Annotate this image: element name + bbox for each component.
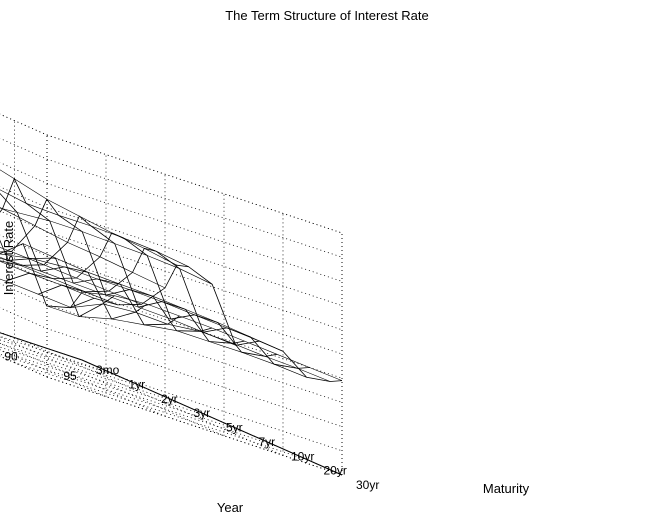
grid	[0, 113, 343, 476]
series-line-3yr	[0, 177, 180, 326]
y-axis-label: Maturity	[483, 481, 530, 496]
gridline	[46, 279, 343, 379]
mesh-crossline	[0, 278, 71, 308]
y-tick-label: 30yr	[356, 478, 379, 492]
y-tick-label: 2yr	[161, 392, 178, 406]
series-line-20yr	[37, 247, 310, 369]
gridline	[0, 283, 48, 305]
gridline	[0, 210, 48, 233]
series-line-5yr	[0, 198, 213, 332]
gridline	[0, 162, 48, 184]
y-tick-label: 5yr	[226, 421, 243, 435]
mesh-crossline	[0, 247, 142, 305]
mesh-crossline	[0, 257, 236, 346]
series-line-3mo	[0, 243, 83, 309]
y-tick-label: 7yr	[259, 435, 276, 449]
mesh-crossline	[46, 305, 307, 378]
mesh-crossline	[0, 253, 260, 342]
x-axis-line	[0, 332, 83, 361]
series-line-10yr	[5, 232, 278, 357]
series-line-1yr	[0, 239, 115, 318]
mesh-crossline	[0, 207, 213, 285]
mesh-crossline	[0, 256, 118, 306]
z-axis-label: Interest Rate	[1, 221, 16, 295]
surface-mesh	[0, 169, 343, 382]
gridline	[0, 355, 48, 378]
chart-title: The Term Structure of Interest Rate	[225, 8, 429, 23]
tick-labels: 024681012141618207075808590953mo1yr2yr3y…	[4, 349, 379, 492]
axes-box	[0, 113, 343, 476]
x-axis-label: Year	[217, 500, 244, 515]
y-tick-label: 3mo	[96, 363, 120, 377]
gridline	[0, 137, 48, 160]
x-tick-label: 95	[63, 369, 77, 383]
series-line-30yr	[70, 264, 343, 382]
gridline	[0, 186, 48, 208]
y-axis-line	[81, 359, 343, 476]
series-line-2yr	[0, 192, 148, 320]
mesh-crossline	[0, 261, 95, 299]
y-tick-label: 1yr	[129, 377, 146, 391]
gridline	[0, 234, 48, 257]
gridline	[46, 183, 343, 282]
gridline	[0, 349, 107, 397]
gridline	[46, 158, 343, 258]
x-tick-label: 90	[4, 349, 18, 363]
y-tick-label: 3yr	[194, 406, 211, 420]
gridline	[0, 307, 48, 329]
gridline	[0, 258, 48, 281]
gridline	[0, 342, 166, 417]
y-tick-label: 10yr	[291, 449, 314, 463]
y-tick-label: 20yr	[324, 464, 347, 478]
gridline	[0, 336, 225, 437]
gridline	[22, 340, 284, 456]
gridline	[46, 304, 343, 403]
mesh-crossline	[0, 207, 166, 289]
gridline	[0, 343, 180, 404]
mesh-crossline	[22, 243, 284, 352]
mesh-crossline	[0, 169, 177, 266]
mesh-crossline	[81, 291, 343, 381]
mesh-crossline	[0, 189, 189, 267]
axes-front-edges	[0, 332, 343, 476]
series-line-7yr	[0, 215, 245, 344]
gridline	[46, 134, 343, 234]
gridline	[0, 113, 48, 136]
mesh-crossline	[70, 303, 331, 382]
